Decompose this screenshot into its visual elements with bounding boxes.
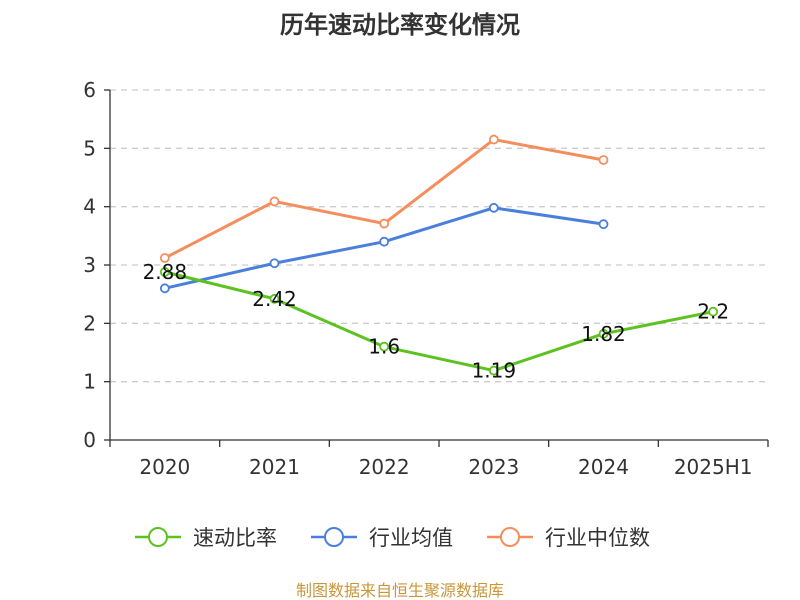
data-point — [159, 253, 170, 263]
x-tick-label: 2024 — [578, 455, 629, 479]
data-point — [488, 134, 499, 145]
data-point — [269, 196, 280, 207]
y-tick-label: 4 — [83, 195, 96, 219]
data-point — [598, 328, 609, 339]
series-line — [164, 270, 714, 373]
data-label: 2.42 — [252, 287, 297, 311]
series-group — [159, 134, 719, 376]
data-point — [269, 293, 280, 304]
legend-label: 速动比率 — [193, 526, 277, 550]
data-label: 1.82 — [581, 322, 626, 346]
data-point — [379, 341, 390, 352]
data-label: 2.88 — [143, 260, 188, 284]
x-tick-label: 2022 — [359, 455, 410, 479]
data-point — [379, 218, 390, 229]
data-point — [488, 202, 499, 213]
data-point — [269, 258, 280, 269]
legend-item[interactable]: 速动比率 — [135, 526, 277, 550]
legend-label: 行业均值 — [369, 526, 453, 550]
legend-item[interactable]: 行业中位数 — [487, 526, 650, 550]
legend-marker-icon — [500, 527, 520, 547]
y-tick-label: 1 — [83, 370, 96, 394]
legend-item[interactable]: 行业均值 — [311, 526, 453, 550]
x-tick-label: 2021 — [249, 455, 300, 479]
data-label: 1.19 — [472, 359, 517, 383]
y-tick-label: 5 — [83, 136, 96, 160]
legend-marker-icon — [324, 527, 344, 547]
source-note: 制图数据来自恒生聚源数据库 — [296, 581, 504, 600]
data-point — [159, 267, 170, 277]
y-tick-label: 3 — [83, 253, 96, 277]
x-tick-label: 2023 — [468, 455, 519, 479]
axes: 0 1 2 3 4 5 6 2020 2021 2022 2023 2024 2025H1 — [83, 78, 769, 479]
data-point — [708, 306, 719, 317]
data-point — [488, 365, 499, 376]
chart-title: 历年速动比率变化情况 — [280, 11, 520, 39]
data-point — [598, 219, 609, 230]
legend-label: 行业中位数 — [545, 526, 650, 550]
y-tick-label: 0 — [83, 428, 96, 452]
legend-marker-icon — [148, 527, 168, 547]
data-label: 1.6 — [368, 335, 400, 359]
data-point — [598, 155, 609, 165]
legend[interactable]: 速动比率 行业均值 行业中位数 — [135, 526, 650, 550]
data-label: 2.2 — [697, 300, 729, 324]
x-tick-label: 2020 — [139, 455, 190, 479]
y-tick-label: 6 — [83, 78, 96, 102]
data-point — [159, 283, 170, 294]
x-tick-label: 2025H1 — [674, 455, 753, 479]
data-point — [379, 236, 390, 247]
data-labels: 2.88 2.42 1.6 1.19 1.82 2.2 — [143, 260, 730, 383]
y-tick-label: 2 — [83, 311, 96, 335]
